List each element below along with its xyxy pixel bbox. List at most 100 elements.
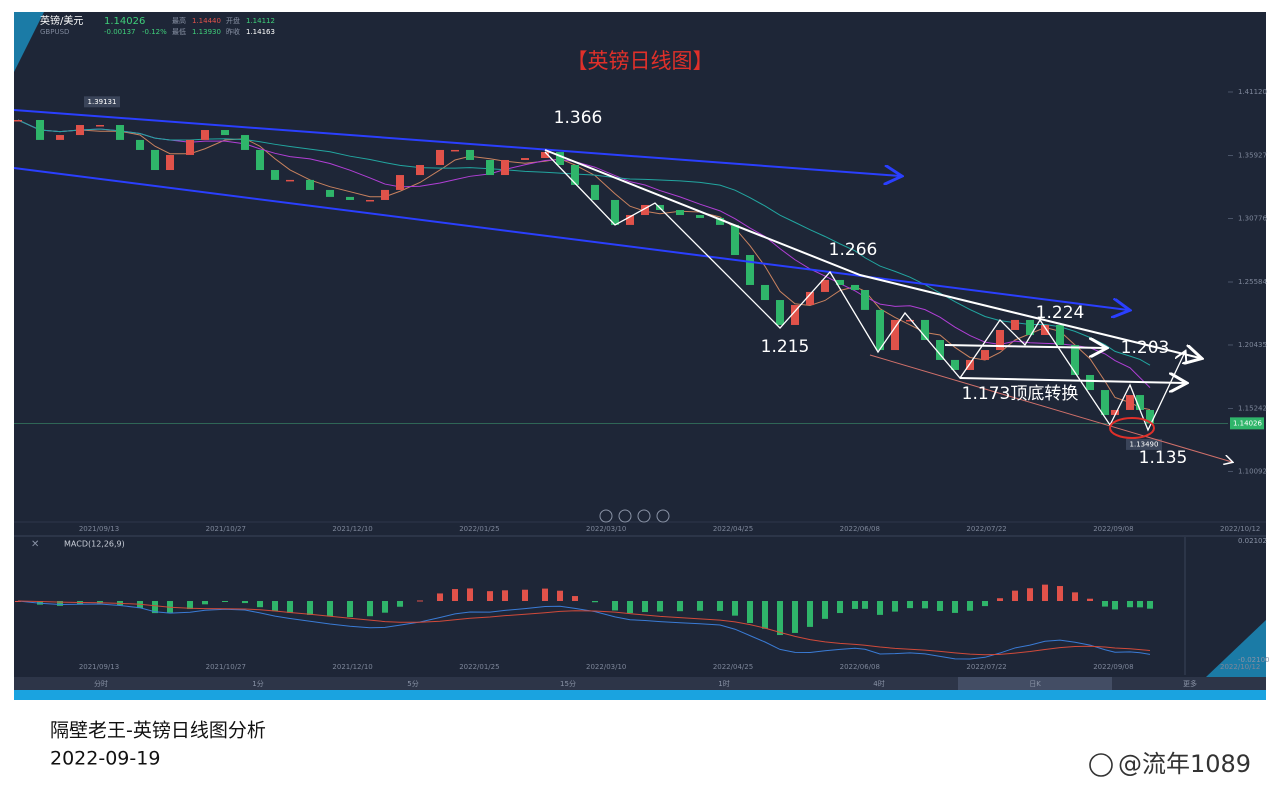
y-tick-label: 1.10092 — [1238, 467, 1267, 475]
macd-bar — [777, 601, 783, 636]
macd-bar — [1127, 601, 1133, 608]
candle — [271, 170, 279, 180]
candle — [1146, 409, 1154, 424]
macd-bar — [627, 601, 633, 614]
tab[interactable]: 1分 — [252, 679, 263, 688]
macd-bar — [1057, 586, 1063, 601]
candle — [836, 279, 844, 285]
x-tick-label: 2022/04/25 — [713, 663, 753, 671]
macd-bar — [747, 601, 753, 623]
macd-bottom-label: -0.02100 — [1238, 656, 1269, 664]
candle — [996, 329, 1004, 351]
tab[interactable]: 15分 — [560, 679, 576, 688]
macd-bar — [1027, 588, 1033, 601]
candle — [861, 289, 869, 310]
x-tick-label: 2022/09/08 — [1093, 525, 1133, 533]
candle — [676, 210, 684, 216]
candle — [1101, 390, 1109, 415]
candle — [486, 159, 494, 176]
zigzag — [544, 151, 1185, 432]
price-tag — [1230, 417, 1264, 430]
candle — [591, 184, 599, 200]
macd-title: MACD(12,26,9) — [64, 540, 125, 549]
candle — [1026, 319, 1034, 335]
candle — [76, 125, 84, 136]
candle — [381, 189, 389, 200]
trend-line — [959, 378, 1185, 383]
candle — [716, 217, 724, 225]
macd-bar — [697, 601, 703, 611]
candle — [1086, 374, 1094, 391]
macd-bar — [1147, 601, 1153, 609]
candle — [966, 359, 974, 370]
high: 1.14440 — [192, 17, 221, 25]
price-layer: 1.41120 1.35927 1.30776 1.25584 1.20435 1.152… — [14, 88, 1267, 475]
caption-date: 2022-09-19 — [50, 748, 160, 770]
trend-line — [944, 345, 1105, 348]
channel-line — [13, 167, 1128, 310]
button[interactable] — [599, 509, 613, 523]
macd-bar — [467, 588, 473, 601]
macd-bar — [792, 601, 798, 633]
candle — [791, 305, 799, 325]
symbol[interactable]: 英镑/美元 — [40, 14, 83, 27]
macd-bar — [222, 601, 228, 602]
tab[interactable]: 更多 — [1183, 679, 1197, 688]
button[interactable] — [637, 509, 651, 523]
x-tick-label: 2022/06/08 — [840, 663, 880, 671]
watermark-icon — [1089, 753, 1113, 777]
x-tick-label: 2022/07/22 — [966, 525, 1006, 533]
candle — [541, 152, 549, 159]
button[interactable] — [618, 509, 632, 523]
macd-bar — [242, 601, 248, 604]
macd-bar — [762, 601, 768, 629]
candle — [906, 319, 914, 322]
candle — [306, 179, 314, 190]
close-icon[interactable]: ✕ — [31, 539, 39, 550]
macd-bar — [612, 601, 618, 611]
candle — [451, 149, 459, 152]
macd-bar — [892, 601, 898, 612]
candle — [761, 284, 769, 301]
tab[interactable]: 4时 — [873, 679, 884, 688]
tab[interactable]: 日K — [1029, 680, 1041, 688]
y-tick-label: 1.25584 — [1238, 278, 1267, 286]
candle — [936, 340, 944, 360]
candle — [436, 149, 444, 165]
candle — [521, 158, 529, 160]
candle — [746, 255, 754, 285]
candle — [286, 179, 294, 182]
chart-title: 【英镑日线图】 — [567, 49, 714, 73]
macd-bar — [57, 601, 63, 606]
moving-average — [17, 119, 1151, 388]
button[interactable] — [656, 509, 670, 523]
candle — [466, 149, 474, 160]
macd-bar — [1042, 584, 1048, 601]
x-tick-label: 2022/06/08 — [840, 525, 880, 533]
candle — [256, 149, 264, 171]
macd-bar — [657, 601, 663, 612]
macd-bar — [272, 601, 278, 612]
x-tick-label: 2022/09/08 — [1093, 663, 1133, 671]
change: -0.00137 — [104, 28, 135, 36]
macd-bar — [822, 601, 828, 619]
tab[interactable]: 分时 — [94, 679, 108, 688]
channel-line — [13, 109, 900, 176]
tab[interactable]: 1时 — [718, 679, 729, 688]
corner — [14, 12, 44, 72]
macd-bar — [502, 590, 508, 601]
macd-bar — [542, 588, 548, 601]
nav-buttons[interactable] — [599, 509, 670, 523]
tab-active — [958, 677, 1112, 690]
macd-bar — [487, 591, 493, 601]
x-tick-label: 2022/01/25 — [459, 663, 499, 671]
code: GBPUSD — [40, 28, 69, 36]
macd-bar — [287, 601, 293, 613]
macd-bar — [417, 600, 423, 602]
macd-bar — [452, 589, 458, 601]
candle — [806, 291, 814, 306]
tab[interactable]: 5分 — [407, 679, 418, 688]
corner — [1206, 620, 1266, 677]
chart-background — [14, 12, 1266, 677]
macd-bar — [877, 601, 883, 615]
